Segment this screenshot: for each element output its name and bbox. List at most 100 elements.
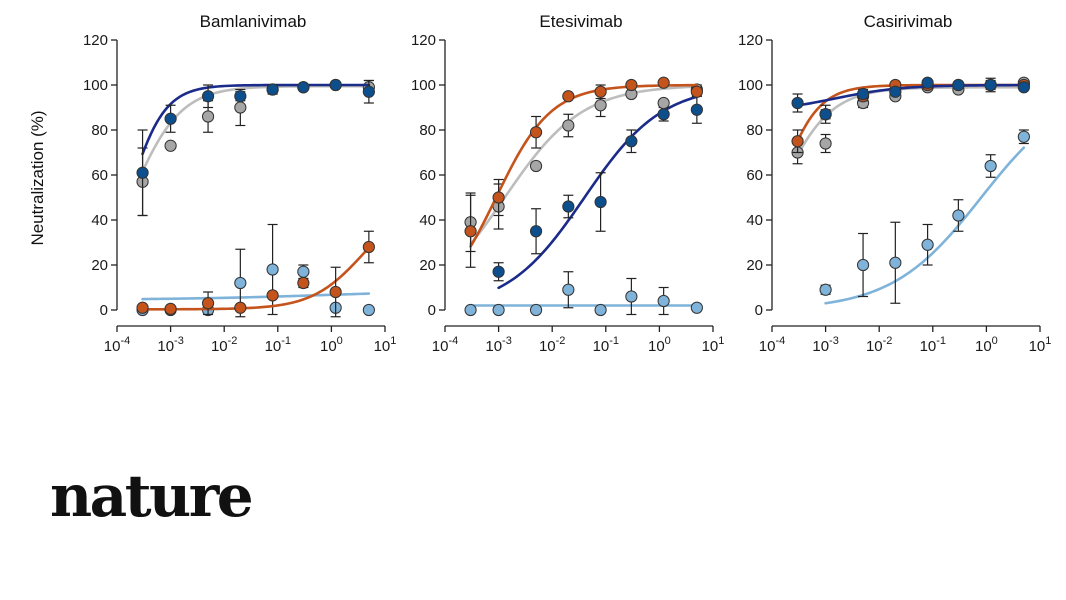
data-point-orange <box>329 285 342 299</box>
data-point-gray <box>164 139 177 152</box>
x-tick-label: 10-4 <box>759 335 785 355</box>
x-tick-label: 101 <box>1029 335 1052 355</box>
x-tick-label: 10-2 <box>211 335 237 355</box>
x-tick-label: 10-2 <box>539 335 565 355</box>
panel-title: Bamlanivimab <box>200 12 307 31</box>
data-point-light-blue <box>297 265 310 278</box>
data-point-dark-blue <box>1017 81 1030 94</box>
y-tick-label: 0 <box>428 302 436 319</box>
y-tick-label: 80 <box>419 122 436 139</box>
y-tick-label: 120 <box>738 32 763 49</box>
data-point-gray <box>529 159 543 173</box>
y-tick-label: 80 <box>746 122 763 139</box>
data-point-orange <box>234 301 247 314</box>
y-tick-label: 20 <box>746 257 763 274</box>
data-point-light-blue <box>1017 130 1030 143</box>
fit-curve-orange <box>141 246 371 311</box>
data-point-dark-blue <box>856 87 870 101</box>
data-point-dark-blue <box>625 135 638 148</box>
data-point-light-blue <box>562 283 575 296</box>
data-point-light-blue <box>984 159 997 173</box>
x-tick-label: 10-1 <box>593 335 619 355</box>
y-tick-label: 120 <box>83 32 108 49</box>
data-point-dark-blue <box>136 166 149 179</box>
data-point-orange <box>625 78 638 92</box>
data-point-dark-blue <box>201 90 215 103</box>
y-tick-label: 20 <box>91 257 108 274</box>
y-tick-label: 20 <box>419 257 436 274</box>
x-tick-label: 10-4 <box>432 335 458 355</box>
panel-0: Bamlanivimab 0 20 40 60 80 100 120 10-4 10-3 10-2 1… <box>83 12 396 355</box>
data-point-dark-blue <box>362 85 375 98</box>
y-tick-label: 0 <box>100 302 108 319</box>
nature-logo: nature <box>50 462 254 530</box>
x-tick-label: 100 <box>320 335 343 355</box>
y-tick-label: 120 <box>411 32 436 49</box>
y-tick-label: 60 <box>746 167 763 184</box>
x-tick-label: 101 <box>374 335 397 355</box>
x-tick-label: 10-1 <box>920 335 946 355</box>
data-point-orange <box>266 289 279 302</box>
y-tick-label: 40 <box>746 212 763 229</box>
y-tick-label: 0 <box>755 302 763 319</box>
data-point-gray <box>657 96 670 110</box>
panel-2: Casirivimab 0 20 40 60 80 100 120 10-4 10-3 10-2 10… <box>738 12 1051 355</box>
y-axis-title: Neutralization (%) <box>28 110 47 245</box>
data-point-orange <box>136 301 149 314</box>
data-point-dark-blue <box>297 81 310 94</box>
data-point-orange <box>690 85 703 98</box>
data-point-light-blue <box>952 209 965 222</box>
data-point-light-blue <box>625 290 638 303</box>
x-tick-label: 10-4 <box>104 335 130 355</box>
data-point-orange <box>492 191 505 204</box>
y-tick-label: 60 <box>419 167 436 184</box>
data-point-dark-blue <box>690 103 703 116</box>
panel-1: Etesivimab 0 20 40 60 80 100 120 10-4 10-3 10-2 10-… <box>411 12 724 355</box>
data-point-light-blue <box>266 263 279 276</box>
data-point-orange <box>297 276 310 290</box>
data-point-orange <box>164 302 177 315</box>
fit-curve-dark-blue <box>497 95 699 290</box>
data-point-light-blue <box>690 301 703 314</box>
y-tick-label: 40 <box>91 212 108 229</box>
panel-title: Casirivimab <box>864 12 953 31</box>
data-point-gray <box>234 101 247 114</box>
data-point-orange <box>201 297 215 310</box>
data-point-light-blue <box>819 283 832 296</box>
x-tick-label: 10-3 <box>812 335 838 355</box>
y-tick-label: 100 <box>738 77 763 94</box>
panel-title: Etesivimab <box>539 12 622 31</box>
data-point-dark-blue <box>492 265 505 278</box>
data-point-gray <box>594 99 607 112</box>
data-point-orange <box>791 135 804 148</box>
data-point-light-blue <box>594 303 607 317</box>
data-point-light-blue <box>856 258 870 272</box>
data-point-light-blue <box>362 303 375 317</box>
y-tick-label: 40 <box>419 212 436 229</box>
x-tick-label: 10-1 <box>265 335 291 355</box>
data-point-dark-blue <box>819 108 832 121</box>
y-tick-label: 100 <box>411 77 436 94</box>
data-point-dark-blue <box>266 83 279 96</box>
data-point-light-blue <box>889 256 902 269</box>
x-tick-label: 10-3 <box>157 335 183 355</box>
data-point-orange <box>657 76 670 89</box>
data-point-dark-blue <box>164 112 177 125</box>
x-tick-label: 100 <box>648 335 671 355</box>
data-point-dark-blue <box>889 85 902 98</box>
data-point-dark-blue <box>921 76 934 89</box>
data-point-dark-blue <box>791 96 804 110</box>
data-point-dark-blue <box>594 195 607 209</box>
x-tick-label: 101 <box>702 335 725 355</box>
data-point-dark-blue <box>952 78 965 92</box>
data-point-light-blue <box>657 294 670 308</box>
data-point-orange <box>562 90 575 103</box>
data-point-dark-blue <box>234 90 247 103</box>
data-point-orange <box>529 126 543 139</box>
data-point-orange <box>362 240 375 254</box>
data-point-light-blue <box>529 303 543 317</box>
data-point-dark-blue <box>984 78 997 92</box>
data-point-dark-blue <box>562 200 575 213</box>
data-point-dark-blue <box>329 78 342 92</box>
